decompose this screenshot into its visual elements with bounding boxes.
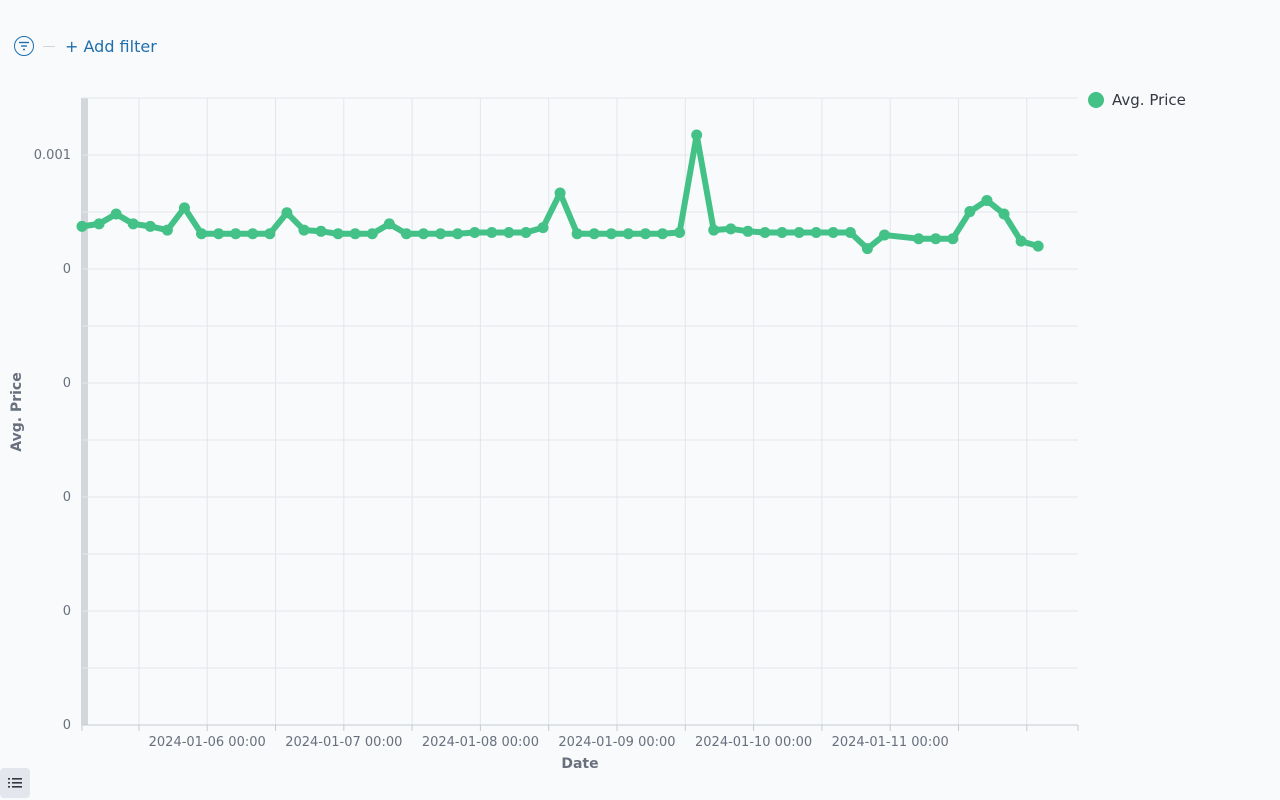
- data-point[interactable]: [691, 129, 703, 141]
- data-point[interactable]: [964, 206, 976, 218]
- y-tick-label: 0: [63, 718, 71, 733]
- data-point[interactable]: [383, 218, 395, 230]
- y-tick-label: 0.001: [34, 148, 71, 163]
- data-point[interactable]: [998, 208, 1010, 220]
- x-tick-label: 2024-01-06 00:00: [149, 735, 266, 750]
- chart-left-band: [81, 98, 88, 725]
- data-point[interactable]: [1015, 235, 1027, 247]
- data-point[interactable]: [947, 233, 959, 245]
- data-point[interactable]: [810, 227, 822, 239]
- data-point[interactable]: [332, 228, 344, 240]
- data-point[interactable]: [571, 228, 583, 240]
- x-tick-label: 2024-01-09 00:00: [558, 735, 675, 750]
- data-point[interactable]: [674, 227, 686, 239]
- data-point[interactable]: [1032, 240, 1044, 252]
- data-point[interactable]: [366, 228, 378, 240]
- filter-separator: [43, 45, 55, 47]
- y-tick-label: 0: [63, 490, 71, 505]
- y-axis-tick-labels: 0.001 0 0 0 0 0: [34, 148, 71, 733]
- data-point[interactable]: [588, 228, 600, 240]
- data-point[interactable]: [127, 218, 139, 230]
- data-point[interactable]: [452, 228, 464, 240]
- chart-series: [76, 129, 1044, 255]
- data-point[interactable]: [776, 227, 788, 239]
- x-tick-label: 2024-01-10 00:00: [695, 735, 812, 750]
- list-toggle-button[interactable]: [0, 768, 30, 798]
- data-point[interactable]: [247, 228, 259, 240]
- list-icon: [8, 778, 22, 788]
- data-point[interactable]: [417, 228, 429, 240]
- x-axis-tick-labels: 2024-01-06 00:00 2024-01-07 00:00 2024-01-…: [149, 735, 949, 750]
- data-point[interactable]: [196, 228, 208, 240]
- data-point[interactable]: [827, 227, 839, 239]
- chart-grid: [82, 97, 1078, 726]
- data-point[interactable]: [264, 228, 276, 240]
- chart-axes: [81, 724, 1079, 731]
- data-point[interactable]: [793, 227, 805, 239]
- data-point[interactable]: [110, 208, 122, 220]
- data-point[interactable]: [742, 225, 754, 237]
- data-point[interactable]: [298, 224, 310, 236]
- data-point[interactable]: [435, 228, 447, 240]
- data-point[interactable]: [981, 194, 993, 206]
- data-point[interactable]: [725, 223, 737, 235]
- data-point[interactable]: [759, 227, 771, 239]
- data-point[interactable]: [161, 224, 173, 236]
- data-point[interactable]: [213, 228, 225, 240]
- y-tick-label: 0: [63, 262, 71, 277]
- y-axis-title: Avg. Price: [9, 372, 25, 451]
- data-point[interactable]: [230, 228, 242, 240]
- data-point[interactable]: [657, 228, 669, 240]
- data-point[interactable]: [605, 228, 617, 240]
- data-point[interactable]: [708, 224, 720, 236]
- data-point[interactable]: [178, 202, 190, 214]
- data-point[interactable]: [349, 228, 361, 240]
- data-point[interactable]: [537, 222, 549, 234]
- x-tick-label: 2024-01-08 00:00: [422, 735, 539, 750]
- data-point[interactable]: [878, 229, 890, 241]
- data-point[interactable]: [520, 227, 532, 239]
- data-point[interactable]: [554, 187, 566, 199]
- add-filter-button[interactable]: + Add filter: [65, 36, 157, 56]
- y-tick-label: 0: [63, 376, 71, 391]
- x-tick-label: 2024-01-07 00:00: [285, 735, 402, 750]
- data-point[interactable]: [622, 228, 634, 240]
- x-tick-label: 2024-01-11 00:00: [832, 735, 949, 750]
- data-point[interactable]: [144, 220, 156, 232]
- data-point[interactable]: [315, 225, 327, 237]
- data-point[interactable]: [281, 207, 293, 219]
- data-point[interactable]: [930, 233, 942, 245]
- data-point[interactable]: [503, 227, 515, 239]
- legend-swatch: [1088, 92, 1104, 108]
- data-point[interactable]: [469, 227, 481, 239]
- x-axis-title: Date: [561, 756, 598, 772]
- filter-icon[interactable]: [14, 36, 34, 56]
- data-point[interactable]: [861, 243, 873, 255]
- y-tick-label: 0: [63, 604, 71, 619]
- data-point[interactable]: [639, 228, 651, 240]
- data-point[interactable]: [93, 218, 105, 230]
- legend-item-avg-price[interactable]: Avg. Price: [1088, 91, 1186, 109]
- data-point[interactable]: [400, 228, 412, 240]
- data-point[interactable]: [913, 233, 925, 245]
- filter-bar: + Add filter: [14, 34, 157, 58]
- data-point[interactable]: [486, 227, 498, 239]
- data-point[interactable]: [844, 227, 856, 239]
- legend-label: Avg. Price: [1112, 91, 1186, 109]
- data-point[interactable]: [76, 220, 88, 232]
